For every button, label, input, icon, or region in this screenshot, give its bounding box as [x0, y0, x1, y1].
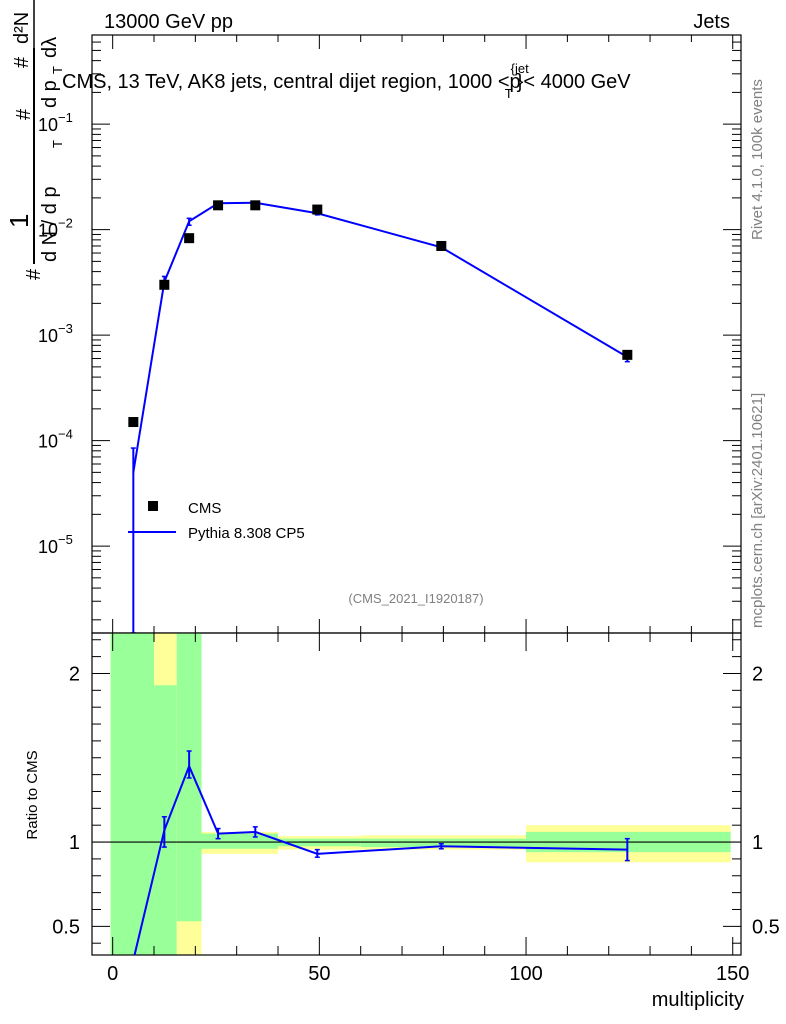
ratio-uncertainty-bands: [110, 633, 731, 955]
ylabel-d2n: d²N: [11, 12, 33, 44]
ylabel-dn-dp: d N / d p: [39, 186, 61, 262]
cms-marker: [213, 200, 224, 211]
ratio-axis-ticks: [91, 632, 742, 956]
ratio-band-green: [201, 833, 279, 849]
ratio-xlabel: multiplicity: [652, 989, 744, 1011]
ylabel-dp: d p: [39, 80, 61, 108]
ratio-line: [133, 763, 628, 956]
ratio-frame: [91, 632, 742, 956]
header-left: 13000 GeV pp: [104, 11, 233, 33]
main-ytick-label: 10−1: [38, 110, 73, 135]
mcplots-label: mcplots.cern.ch [arXiv:2401.10621]: [749, 393, 766, 628]
cms-marker: [128, 417, 139, 428]
plot-title: CMS, 13 TeV, AK8 jets, central dijet reg…: [62, 61, 631, 101]
legend-marker-cms: [148, 501, 158, 511]
ratio-ytick-label-left: 0.5: [52, 916, 80, 938]
rivet-label: Rivet 4.1.0, 100k events: [749, 79, 766, 240]
cms-marker: [159, 279, 170, 290]
main-ytick-label: 10−5: [38, 532, 73, 557]
ratio-band-green: [110, 633, 155, 955]
main-ytick-label: 10−3: [38, 321, 73, 346]
ratio-xtick-label: 0: [107, 963, 118, 985]
ylabel-hash-2: #: [13, 108, 35, 120]
ratio-ytick-label-right: 1: [752, 832, 763, 854]
ylabel-dlambda: dλ: [39, 37, 61, 58]
ratio-band-green: [154, 685, 177, 955]
ratio-xtick-label: 50: [308, 963, 330, 985]
ylabel-hash-3: #: [11, 56, 33, 68]
ylabel-hash-1: #: [23, 268, 45, 280]
ratio-xtick-label: 150: [716, 963, 749, 985]
ratio-ytick-label-left: 2: [69, 663, 80, 685]
legend-label-cms: CMS: [188, 500, 221, 517]
ylabel-t-1: T: [50, 140, 65, 148]
main-panel-background: [91, 34, 742, 634]
cms-marker: [436, 240, 447, 251]
cms-marker: [312, 204, 323, 215]
ratio-band-green: [360, 838, 527, 848]
main-ytick-label: 10−4: [38, 427, 73, 452]
ratio-series: [133, 750, 630, 956]
analysis-watermark: (CMS_2021_I1920187): [348, 591, 483, 606]
main-series: [128, 200, 633, 634]
ratio-xtick-label: 100: [509, 963, 542, 985]
main-frame: [91, 34, 742, 634]
ratio-ylabel: Ratio to CMS: [24, 750, 41, 839]
main-ytick-label: 10−2: [38, 216, 73, 241]
legend-label-pythia: Pythia 8.308 CP5: [188, 525, 305, 542]
legend: CMS Pythia 8.308 CP5: [128, 500, 305, 542]
main-axis-ticks: [92, 35, 741, 633]
main-ytick-labels: 10−1 10−2 10−3 10−4 10−5: [38, 110, 73, 557]
ratio-ytick-label-right: 0.5: [752, 916, 780, 938]
ratio-ytick-label-right: 2: [752, 663, 763, 685]
pythia-line: [132, 201, 628, 473]
ylabel-t-2: T: [50, 66, 65, 74]
cms-marker: [622, 349, 633, 360]
ylabel-one: 1: [4, 214, 34, 228]
ratio-tick-labels: 0.5 0.5 1 1 2 2 0 50 100 150: [52, 663, 780, 985]
header-right: Jets: [693, 11, 730, 33]
main-ylabel: # 1 d N / d p T # # d²N d p T dλ: [4, 0, 65, 280]
ratio-ytick-label-left: 1: [69, 832, 80, 854]
cms-marker: [184, 233, 195, 244]
cms-marker: [250, 200, 261, 211]
